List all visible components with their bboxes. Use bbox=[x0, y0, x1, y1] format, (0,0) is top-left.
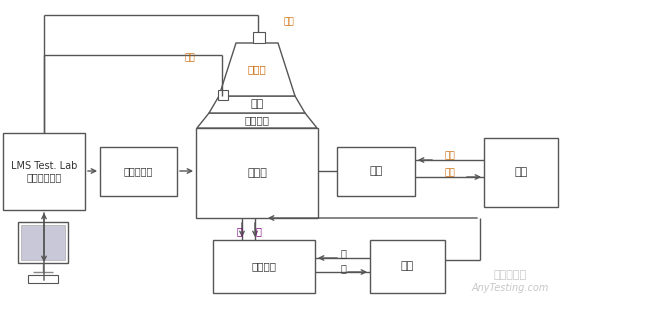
Bar bbox=[21, 225, 65, 260]
Text: 夹具: 夹具 bbox=[250, 100, 264, 109]
Bar bbox=[3, 133, 85, 210]
Text: 振动台: 振动台 bbox=[247, 168, 267, 178]
Polygon shape bbox=[209, 96, 305, 113]
Text: 控点: 控点 bbox=[184, 53, 195, 62]
Polygon shape bbox=[197, 113, 317, 128]
Bar bbox=[218, 90, 228, 100]
Text: 扩展台面: 扩展台面 bbox=[244, 116, 270, 125]
Text: 回油: 回油 bbox=[444, 169, 455, 178]
Text: LMS Test. Lab
控制测量系统: LMS Test. Lab 控制测量系统 bbox=[11, 161, 77, 182]
Bar bbox=[18, 222, 68, 263]
Text: 水: 水 bbox=[255, 226, 261, 236]
Text: 水: 水 bbox=[236, 226, 242, 236]
Text: 励磁: 励磁 bbox=[401, 261, 414, 271]
Text: 测点: 测点 bbox=[284, 18, 294, 27]
Bar bbox=[484, 138, 558, 207]
Bar bbox=[213, 240, 315, 293]
Bar bbox=[370, 240, 445, 293]
Text: 水: 水 bbox=[340, 248, 346, 258]
Bar bbox=[100, 147, 177, 196]
Bar bbox=[28, 275, 58, 283]
Text: 水: 水 bbox=[340, 263, 346, 273]
Text: 试验件: 试验件 bbox=[248, 65, 266, 75]
Text: 嘉峪检测网: 嘉峪检测网 bbox=[493, 270, 526, 280]
Text: 功率放大器: 功率放大器 bbox=[124, 166, 154, 177]
Polygon shape bbox=[219, 43, 295, 96]
Text: AnyTesting.com: AnyTesting.com bbox=[471, 283, 549, 293]
Bar bbox=[253, 32, 265, 43]
Text: 油泵: 油泵 bbox=[514, 167, 528, 178]
Bar bbox=[337, 147, 415, 196]
Bar bbox=[196, 128, 318, 218]
Text: 冷却系统: 冷却系统 bbox=[252, 261, 277, 271]
Text: 滑台: 滑台 bbox=[370, 166, 382, 177]
Text: 供油: 供油 bbox=[444, 151, 455, 161]
